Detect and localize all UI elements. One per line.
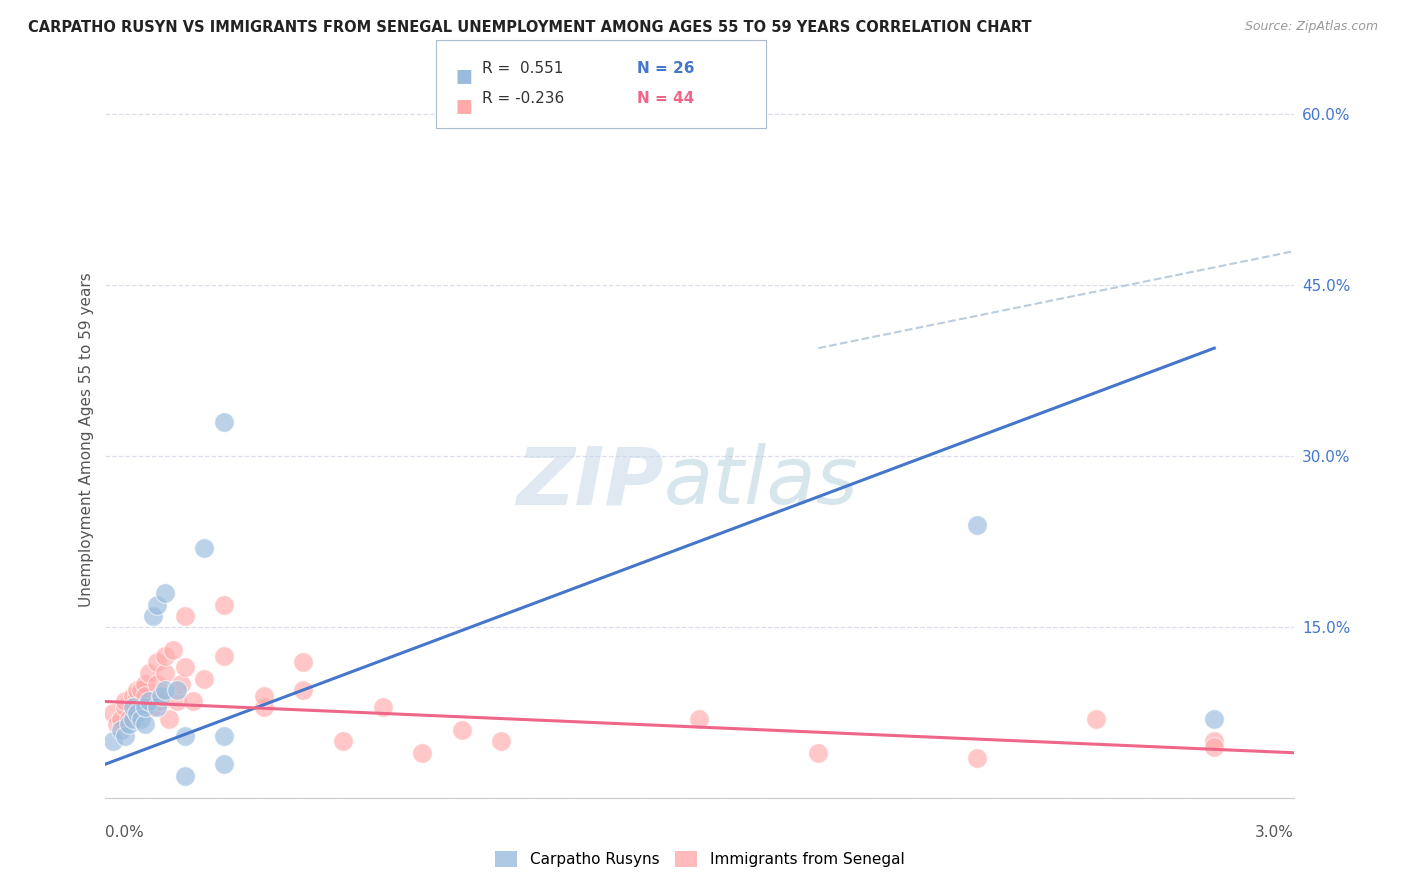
Text: CARPATHO RUSYN VS IMMIGRANTS FROM SENEGAL UNEMPLOYMENT AMONG AGES 55 TO 59 YEARS: CARPATHO RUSYN VS IMMIGRANTS FROM SENEGA… <box>28 20 1032 35</box>
Point <box>371 700 394 714</box>
Point <box>292 655 315 669</box>
Text: N = 44: N = 44 <box>637 91 695 106</box>
Point <box>332 734 354 748</box>
Point <box>450 723 472 737</box>
Point <box>114 700 136 714</box>
Point <box>170 677 193 691</box>
Point <box>214 729 236 743</box>
Point <box>173 609 195 624</box>
Text: 0.0%: 0.0% <box>105 825 145 840</box>
Text: R =  0.551: R = 0.551 <box>482 61 564 76</box>
Point <box>146 655 169 669</box>
Point <box>214 648 236 663</box>
Point <box>214 415 236 429</box>
Point <box>166 683 188 698</box>
Point <box>127 683 149 698</box>
Point <box>153 683 176 698</box>
Point <box>253 700 276 714</box>
Point <box>134 677 156 691</box>
Point <box>153 586 176 600</box>
Point <box>134 717 156 731</box>
Point <box>807 746 830 760</box>
Point <box>966 751 988 765</box>
Point <box>689 712 711 726</box>
Point <box>1204 712 1226 726</box>
Point <box>193 541 215 555</box>
Text: atlas: atlas <box>664 443 859 522</box>
Text: 3.0%: 3.0% <box>1254 825 1294 840</box>
Text: R = -0.236: R = -0.236 <box>482 91 564 106</box>
Point <box>173 768 195 782</box>
Point <box>134 689 156 703</box>
Point <box>122 712 145 726</box>
Point <box>129 683 152 698</box>
Text: Source: ZipAtlas.com: Source: ZipAtlas.com <box>1244 20 1378 33</box>
Point <box>122 689 145 703</box>
Point <box>129 712 152 726</box>
Point <box>122 700 145 714</box>
Point <box>193 672 215 686</box>
Point <box>181 694 204 708</box>
Point <box>114 729 136 743</box>
Point <box>127 689 149 703</box>
Point <box>253 689 276 703</box>
Point <box>103 734 125 748</box>
Point <box>491 734 513 748</box>
Text: N = 26: N = 26 <box>637 61 695 76</box>
Point <box>146 700 169 714</box>
Point <box>411 746 433 760</box>
Text: ZIP: ZIP <box>516 443 664 522</box>
Point <box>149 694 172 708</box>
Point <box>292 683 315 698</box>
Point <box>110 723 132 737</box>
Y-axis label: Unemployment Among Ages 55 to 59 years: Unemployment Among Ages 55 to 59 years <box>79 272 94 607</box>
Point <box>103 706 125 720</box>
Point <box>1084 712 1107 726</box>
Point <box>149 689 172 703</box>
Point <box>127 706 149 720</box>
Point <box>138 694 160 708</box>
Point <box>142 609 165 624</box>
Point <box>142 700 165 714</box>
Point <box>966 517 988 532</box>
Point <box>1204 734 1226 748</box>
Point <box>118 712 141 726</box>
Point <box>138 665 160 680</box>
Point <box>214 757 236 772</box>
Point <box>114 694 136 708</box>
Point <box>146 677 169 691</box>
Point <box>166 694 188 708</box>
Point <box>110 712 132 726</box>
Point <box>173 729 195 743</box>
Point <box>146 598 169 612</box>
Text: ▪: ▪ <box>454 61 472 88</box>
Legend: Carpatho Rusyns, Immigrants from Senegal: Carpatho Rusyns, Immigrants from Senegal <box>488 845 911 873</box>
Point <box>173 660 195 674</box>
Point <box>118 717 141 731</box>
Text: ▪: ▪ <box>454 91 472 119</box>
Point <box>153 648 176 663</box>
Point <box>153 665 176 680</box>
Point <box>134 700 156 714</box>
Point <box>1204 740 1226 755</box>
Point <box>157 712 180 726</box>
Point <box>214 598 236 612</box>
Point <box>162 643 184 657</box>
Point <box>105 717 128 731</box>
